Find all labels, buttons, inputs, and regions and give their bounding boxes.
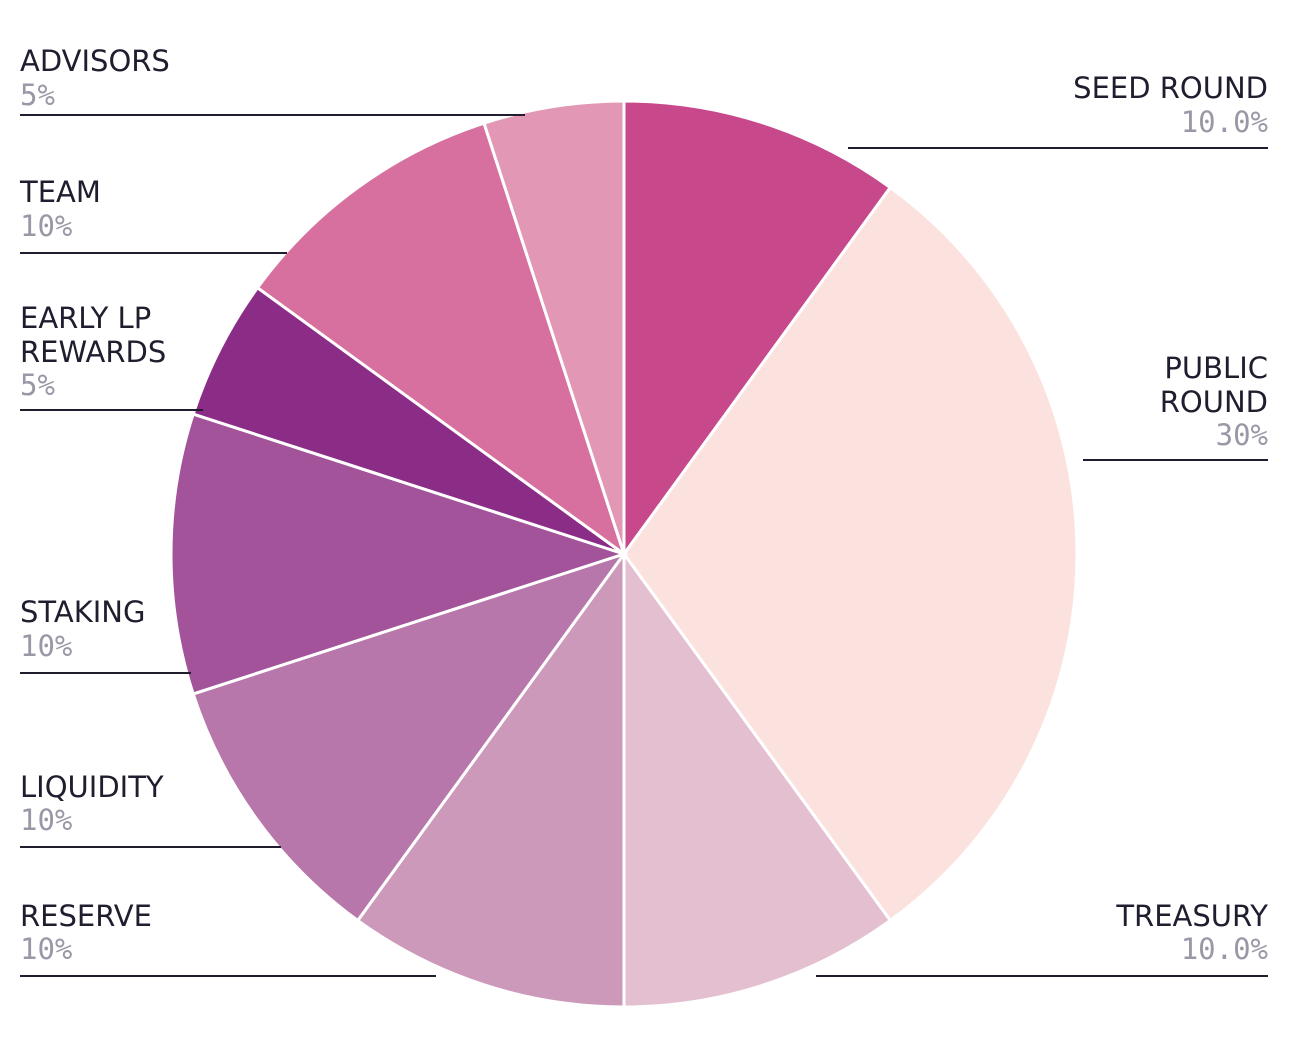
pct-advisors: 5% — [20, 78, 55, 112]
label-treasury: TREASURY — [1115, 899, 1268, 933]
pct-treasury: 10.0% — [1181, 932, 1268, 966]
pie-slice-reserve — [355, 549, 626, 1009]
pie-slice-liquidity — [191, 551, 628, 923]
pie-slices — [169, 99, 1079, 1009]
label-rewards: REWARDS — [20, 335, 166, 369]
label-team: TEAM — [19, 175, 101, 209]
pct-early-lp-rewards: 5% — [20, 368, 55, 402]
pct-liquidity: 10% — [20, 803, 72, 837]
pct-team: 10% — [20, 209, 72, 243]
pct-staking: 10% — [20, 629, 72, 663]
pct-public-round: 30% — [1216, 418, 1268, 452]
label-reserve: RESERVE — [20, 899, 152, 933]
label-staking: STAKING — [20, 595, 145, 629]
pct-reserve: 10% — [20, 932, 72, 966]
label-public: PUBLIC — [1164, 351, 1268, 385]
pie-slice-early-lp-rewards — [191, 285, 625, 556]
pie-slice-advisors — [482, 99, 626, 555]
pie-slice-team — [255, 121, 627, 558]
pct-seed-round: 10.0% — [1181, 105, 1268, 139]
pie-slice-public-round — [622, 185, 1079, 923]
label-early-lp: EARLY LP — [20, 301, 151, 335]
label-liquidity: LIQUIDITY — [20, 770, 164, 804]
label-round: ROUND — [1160, 385, 1268, 419]
label-advisors: ADVISORS — [20, 44, 170, 78]
pie-slice-treasury — [622, 549, 893, 1009]
pie-slice-seed-round — [622, 99, 893, 559]
label-seed-round: SEED ROUND — [1073, 71, 1268, 105]
pie-slice-staking — [169, 412, 629, 696]
